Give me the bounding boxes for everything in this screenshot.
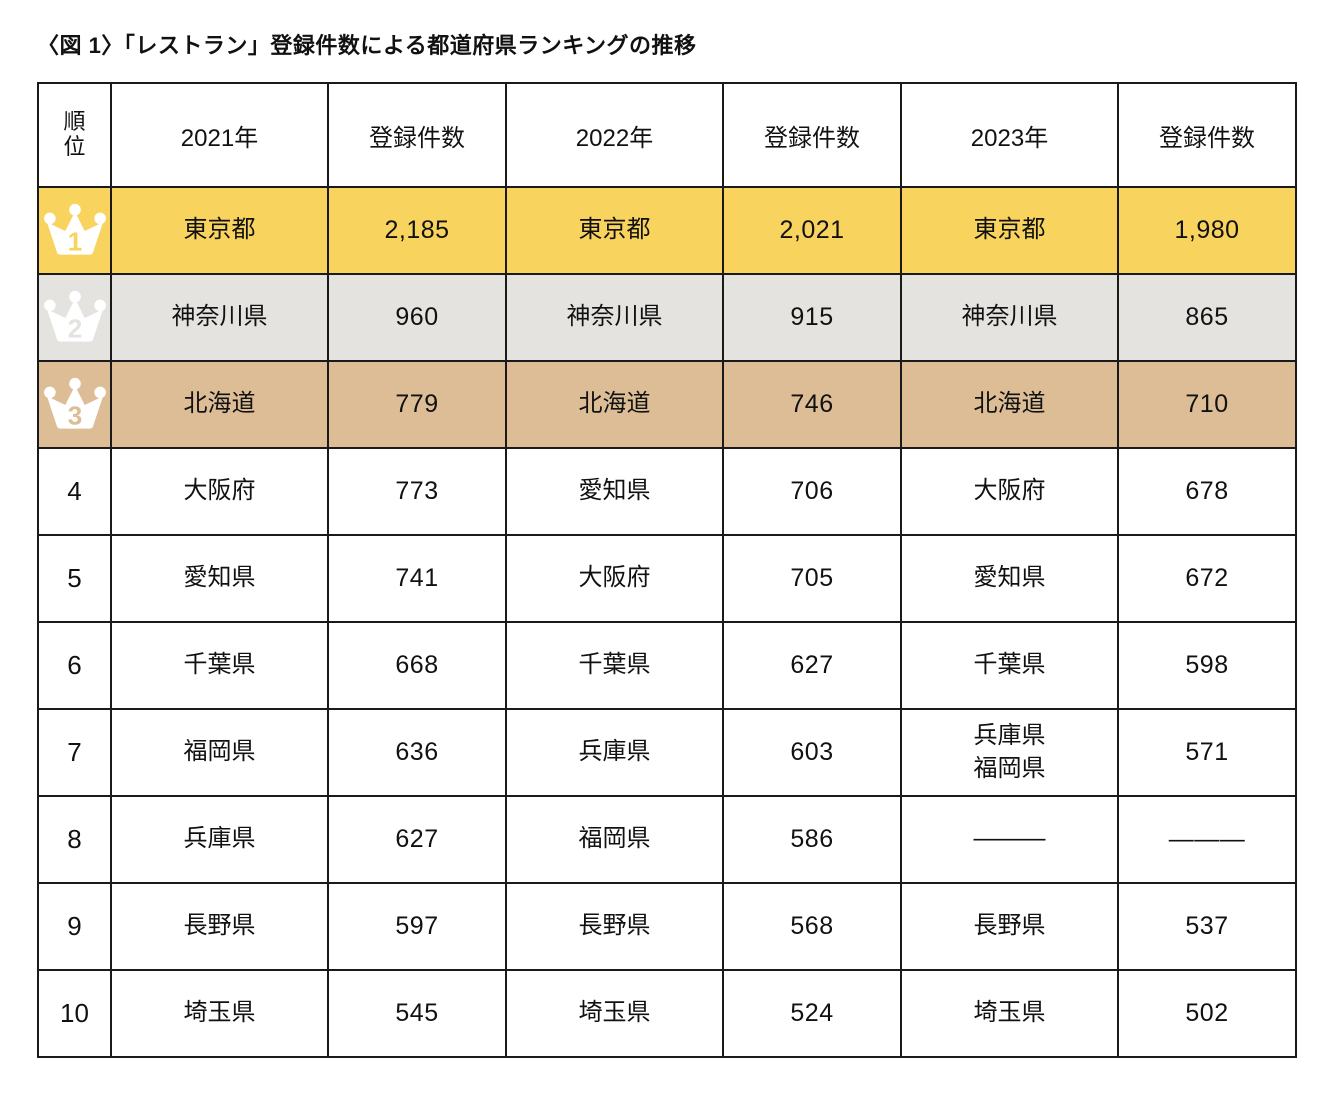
table-row-rank-9: 9 長野県 597 長野県 568 長野県 537 (37, 882, 1297, 971)
table-row-rank-5: 5 愛知県 741 大阪府 705 愛知県 672 (37, 534, 1297, 623)
figure-page: 〈図 1〉「レストラン」登録件数による都道府県ランキングの推移 順位 2021年… (37, 33, 1297, 1058)
pref-2023: 埼玉県 (900, 969, 1119, 1058)
ranking-table: 順位 2021年 登録件数 2022年 登録件数 2023年 登録件数 1 東京… (37, 82, 1297, 1058)
count-2023: 502 (1117, 969, 1297, 1058)
header-count-2021: 登録件数 (327, 82, 507, 188)
table-row-rank-6: 6 千葉県 668 千葉県 627 千葉県 598 (37, 621, 1297, 710)
count-2021: 773 (327, 447, 507, 536)
count-2022: 915 (722, 273, 902, 362)
pref-2021: 神奈川県 (110, 273, 329, 362)
count-2021: 2,185 (327, 186, 507, 275)
pref-2021: 東京都 (110, 186, 329, 275)
figure-title: 〈図 1〉「レストラン」登録件数による都道府県ランキングの推移 (37, 33, 697, 58)
count-2021: 545 (327, 969, 507, 1058)
pref-2023: 東京都 (900, 186, 1119, 275)
header-count-2023: 登録件数 (1117, 82, 1297, 188)
rank-cell: 4 (37, 447, 112, 536)
count-2022: 627 (722, 621, 902, 710)
rank-cell: 7 (37, 708, 112, 797)
count-2023: 672 (1117, 534, 1297, 623)
rank-cell: 9 (37, 882, 112, 971)
rank-number: 3 (67, 400, 82, 430)
count-2021: 779 (327, 360, 507, 449)
count-2023: 678 (1117, 447, 1297, 536)
rank-cell: 5 (37, 534, 112, 623)
count-2022: 705 (722, 534, 902, 623)
pref-2022: 東京都 (505, 186, 724, 275)
count-2023: 598 (1117, 621, 1297, 710)
pref-2022: 兵庫県 (505, 708, 724, 797)
pref-2022: 愛知県 (505, 447, 724, 536)
count-2023: 1,980 (1117, 186, 1297, 275)
rank-cell: 10 (37, 969, 112, 1058)
header-rank: 順位 (37, 82, 112, 188)
count-2023: 865 (1117, 273, 1297, 362)
rank-cell: 1 (37, 186, 112, 275)
table-row-rank-2: 2 神奈川県 960 神奈川県 915 神奈川県 865 (37, 273, 1297, 362)
pref-2021: 北海道 (110, 360, 329, 449)
pref-2023: 神奈川県 (900, 273, 1119, 362)
rank-number: 1 (67, 226, 82, 256)
count-2022: 746 (722, 360, 902, 449)
silver-crown-icon: 2 (43, 290, 106, 343)
pref-2023: 北海道 (900, 360, 1119, 449)
header-row: 順位 2021年 登録件数 2022年 登録件数 2023年 登録件数 (37, 82, 1297, 188)
pref-2023: 千葉県 (900, 621, 1119, 710)
count-2023: 571 (1117, 708, 1297, 797)
pref-2021: 千葉県 (110, 621, 329, 710)
pref-2023: 大阪府 (900, 447, 1119, 536)
rank-number: 2 (67, 313, 82, 343)
pref-2022: 福岡県 (505, 795, 724, 884)
count-2021: 627 (327, 795, 507, 884)
count-2021: 597 (327, 882, 507, 971)
gold-crown-icon: 1 (43, 203, 106, 256)
count-2021: 636 (327, 708, 507, 797)
header-year-2022: 2022年 (505, 82, 724, 188)
count-2022: 524 (722, 969, 902, 1058)
header-count-2022: 登録件数 (722, 82, 902, 188)
header-rank-label: 順位 (63, 108, 86, 160)
count-2021: 741 (327, 534, 507, 623)
pref-2022: 長野県 (505, 882, 724, 971)
pref-2022: 神奈川県 (505, 273, 724, 362)
table-row-rank-10: 10 埼玉県 545 埼玉県 524 埼玉県 502 (37, 969, 1297, 1058)
count-2022: 2,021 (722, 186, 902, 275)
count-2022: 706 (722, 447, 902, 536)
pref-2021: 埼玉県 (110, 969, 329, 1058)
rank-cell: 8 (37, 795, 112, 884)
pref-2021: 愛知県 (110, 534, 329, 623)
pref-2022: 大阪府 (505, 534, 724, 623)
table-row-rank-8: 8 兵庫県 627 福岡県 586 ——— ——— (37, 795, 1297, 884)
pref-2021: 兵庫県 (110, 795, 329, 884)
table-row-rank-4: 4 大阪府 773 愛知県 706 大阪府 678 (37, 447, 1297, 536)
pref-2023: 愛知県 (900, 534, 1119, 623)
table-row-rank-1: 1 東京都 2,185 東京都 2,021 東京都 1,980 (37, 186, 1297, 275)
pref-2023-tie: 兵庫県 福岡県 (900, 708, 1119, 797)
pref-2021: 長野県 (110, 882, 329, 971)
pref-2021: 福岡県 (110, 708, 329, 797)
count-2022: 586 (722, 795, 902, 884)
pref-2021: 大阪府 (110, 447, 329, 536)
count-2023-dash: ——— (1117, 795, 1297, 884)
bronze-crown-icon: 3 (43, 377, 106, 430)
pref-2022: 千葉県 (505, 621, 724, 710)
rank-cell: 6 (37, 621, 112, 710)
pref-2023-dash: ——— (900, 795, 1119, 884)
count-2021: 668 (327, 621, 507, 710)
count-2022: 603 (722, 708, 902, 797)
table-row-rank-7: 7 福岡県 636 兵庫県 603 兵庫県 福岡県 571 (37, 708, 1297, 797)
count-2021: 960 (327, 273, 507, 362)
pref-2022: 北海道 (505, 360, 724, 449)
count-2023: 710 (1117, 360, 1297, 449)
pref-2023: 長野県 (900, 882, 1119, 971)
header-year-2021: 2021年 (110, 82, 329, 188)
table-row-rank-3: 3 北海道 779 北海道 746 北海道 710 (37, 360, 1297, 449)
count-2023: 537 (1117, 882, 1297, 971)
pref-2022: 埼玉県 (505, 969, 724, 1058)
count-2022: 568 (722, 882, 902, 971)
rank-cell: 2 (37, 273, 112, 362)
rank-cell: 3 (37, 360, 112, 449)
header-year-2023: 2023年 (900, 82, 1119, 188)
